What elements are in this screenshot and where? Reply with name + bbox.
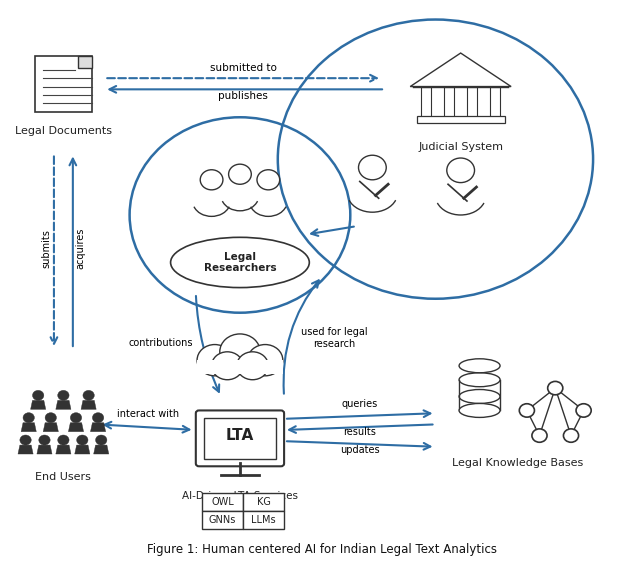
FancyBboxPatch shape — [196, 411, 284, 466]
Text: Judicial System: Judicial System — [418, 142, 503, 152]
Text: Legal Documents: Legal Documents — [15, 126, 112, 135]
Circle shape — [519, 404, 534, 417]
Ellipse shape — [459, 373, 500, 387]
Polygon shape — [410, 53, 511, 86]
Circle shape — [83, 390, 94, 400]
Circle shape — [58, 435, 69, 445]
Text: LTA: LTA — [226, 428, 254, 443]
Polygon shape — [81, 400, 96, 409]
Ellipse shape — [459, 359, 500, 373]
Polygon shape — [21, 423, 36, 431]
Text: submitted to: submitted to — [210, 63, 276, 73]
Polygon shape — [75, 445, 90, 454]
Text: End Users: End Users — [35, 472, 92, 482]
Circle shape — [92, 413, 104, 423]
FancyBboxPatch shape — [204, 418, 276, 459]
Circle shape — [33, 390, 44, 400]
Polygon shape — [44, 423, 58, 431]
Polygon shape — [78, 56, 92, 68]
Text: Legal
Researchers: Legal Researchers — [204, 252, 276, 273]
FancyBboxPatch shape — [421, 86, 431, 117]
Circle shape — [45, 413, 56, 423]
Polygon shape — [31, 400, 45, 409]
Polygon shape — [56, 445, 71, 454]
Text: Legal Knowledge Bases: Legal Knowledge Bases — [452, 458, 583, 468]
Text: interact with: interact with — [118, 409, 180, 419]
Text: AI-Driven LTA Services: AI-Driven LTA Services — [182, 491, 298, 501]
Circle shape — [532, 429, 547, 442]
Circle shape — [20, 435, 31, 445]
Circle shape — [237, 352, 268, 380]
Circle shape — [200, 170, 223, 190]
Circle shape — [197, 345, 232, 376]
Circle shape — [220, 334, 260, 369]
FancyBboxPatch shape — [243, 511, 284, 529]
Text: OWL: OWL — [211, 497, 234, 507]
Ellipse shape — [171, 237, 309, 288]
Polygon shape — [93, 445, 109, 454]
FancyBboxPatch shape — [197, 360, 283, 374]
FancyBboxPatch shape — [490, 86, 500, 117]
FancyBboxPatch shape — [202, 493, 243, 511]
Circle shape — [212, 352, 243, 380]
Text: Figure 1: Human centered AI for Indian Legal Text Analytics: Figure 1: Human centered AI for Indian L… — [147, 543, 497, 556]
FancyBboxPatch shape — [417, 116, 505, 123]
Text: results: results — [343, 426, 376, 437]
Polygon shape — [90, 423, 106, 431]
Text: GNNs: GNNs — [209, 515, 236, 525]
Text: LLMs: LLMs — [252, 515, 276, 525]
Ellipse shape — [459, 390, 500, 403]
Polygon shape — [68, 423, 84, 431]
Polygon shape — [56, 400, 71, 409]
FancyBboxPatch shape — [243, 493, 284, 511]
Text: acquires: acquires — [76, 228, 85, 269]
Text: publishes: publishes — [218, 91, 268, 101]
Text: contributions: contributions — [129, 338, 193, 349]
Polygon shape — [37, 445, 52, 454]
Circle shape — [563, 429, 579, 442]
FancyBboxPatch shape — [467, 86, 477, 117]
Text: used for legal
research: used for legal research — [301, 327, 368, 349]
Text: KG: KG — [257, 497, 271, 507]
Circle shape — [95, 435, 107, 445]
Text: updates: updates — [340, 445, 380, 455]
Circle shape — [23, 413, 35, 423]
Text: queries: queries — [342, 399, 378, 409]
FancyBboxPatch shape — [35, 56, 92, 112]
FancyBboxPatch shape — [444, 86, 454, 117]
FancyBboxPatch shape — [459, 366, 500, 411]
Circle shape — [257, 170, 280, 190]
Text: submits: submits — [42, 229, 51, 268]
Circle shape — [77, 435, 88, 445]
Circle shape — [39, 435, 50, 445]
Circle shape — [70, 413, 82, 423]
Circle shape — [548, 381, 563, 395]
Circle shape — [58, 390, 69, 400]
Polygon shape — [18, 445, 33, 454]
Circle shape — [248, 345, 283, 376]
Circle shape — [228, 164, 252, 184]
Ellipse shape — [459, 403, 500, 417]
Circle shape — [358, 155, 387, 180]
Circle shape — [576, 404, 591, 417]
Circle shape — [447, 158, 474, 183]
FancyBboxPatch shape — [202, 511, 243, 529]
